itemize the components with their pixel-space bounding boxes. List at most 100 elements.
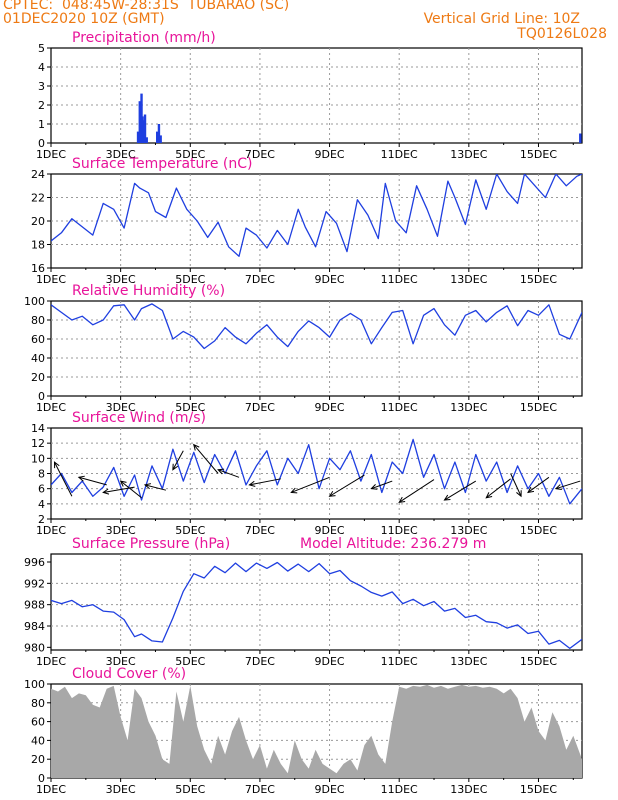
series-line bbox=[51, 303, 582, 350]
wind-vector bbox=[444, 480, 477, 501]
x-tick-label: 15DEC bbox=[520, 655, 557, 668]
y-tick-label: 80 bbox=[31, 314, 45, 327]
x-tick-label: 13DEC bbox=[450, 273, 487, 286]
wind-arrowhead bbox=[143, 483, 151, 490]
wind-vector bbox=[510, 473, 522, 497]
y-tick-label: 0 bbox=[38, 772, 45, 785]
panel-title: Surface Wind (m/s) bbox=[72, 410, 206, 426]
precipitation-panel: 0 1 2 3 4 5 1DEC 3DEC 5DEC 7DEC 9DEC 11DEC 13DEC 15DE… bbox=[36, 30, 583, 161]
precip-bar bbox=[141, 116, 144, 143]
x-tick-label: 15DEC bbox=[520, 783, 557, 796]
y-tick-label: 10 bbox=[31, 452, 45, 465]
x-tick-label: 9DEC bbox=[315, 524, 345, 537]
x-tick-label: 1DEC bbox=[36, 655, 66, 668]
x-tick-label: 5DEC bbox=[175, 524, 205, 537]
pressure-panel: 980 984 988 992 996 1DEC 3DEC 5DEC 7DEC 9DEC 11DEC… bbox=[24, 536, 583, 668]
wind-vector bbox=[120, 480, 142, 499]
wind-vector bbox=[172, 450, 184, 470]
x-tick-label: 13DEC bbox=[450, 148, 487, 161]
x-tick-label: 13DEC bbox=[450, 655, 487, 668]
x-tick-label: 5DEC bbox=[175, 783, 205, 796]
x-tick-label: 9DEC bbox=[315, 401, 345, 414]
wind-arrowhead bbox=[53, 461, 60, 469]
precip-bar bbox=[159, 135, 162, 143]
x-tick-label: 9DEC bbox=[315, 783, 345, 796]
y-tick-label: 100 bbox=[24, 678, 45, 691]
wind-vector bbox=[527, 476, 550, 493]
x-tick-label: 11DEC bbox=[381, 273, 418, 286]
y-tick-label: 24 bbox=[31, 168, 45, 181]
wind-vector bbox=[249, 478, 281, 486]
x-tick-label: 3DEC bbox=[106, 273, 136, 286]
x-tick-label: 9DEC bbox=[315, 148, 345, 161]
wind-vector bbox=[144, 484, 167, 491]
panel-title: Cloud Cover (%) bbox=[72, 666, 186, 682]
header-station: CPTEC: 048:45W-28:31S TUBARAO (SC) bbox=[3, 0, 290, 13]
wind-arrowhead bbox=[193, 443, 200, 451]
y-tick-label: 100 bbox=[24, 295, 45, 308]
x-tick-label: 1DEC bbox=[36, 273, 66, 286]
x-tick-label: 7DEC bbox=[245, 783, 275, 796]
y-tick-label: 988 bbox=[24, 599, 45, 612]
wind-vector bbox=[485, 478, 511, 499]
series-group bbox=[51, 174, 582, 257]
x-tick-label: 15DEC bbox=[520, 524, 557, 537]
precip-bar bbox=[138, 101, 141, 143]
x-tick-label: 3DEC bbox=[106, 524, 136, 537]
y-tick-label: 980 bbox=[24, 641, 45, 654]
cloud-cover-panel: 0 20 40 60 80 100 1DEC 3DEC 5DEC 7DEC 9DEC 11DEC 13D… bbox=[24, 666, 583, 796]
wind-arrowhead bbox=[527, 486, 535, 494]
wind-vector bbox=[329, 474, 365, 497]
y-tick-label: 12 bbox=[31, 437, 45, 450]
header-code: TQ0126L028 bbox=[517, 26, 607, 42]
series-group bbox=[136, 93, 582, 143]
header-date: 01DEC2020 10Z (GMT) bbox=[3, 11, 165, 27]
wind-arrowhead bbox=[370, 484, 378, 490]
y-tick-label: 3 bbox=[38, 80, 45, 93]
precip-bar bbox=[579, 133, 582, 143]
wind-vector bbox=[555, 480, 581, 490]
series-group bbox=[51, 438, 582, 505]
wind-vector bbox=[398, 479, 435, 503]
x-tick-label: 15DEC bbox=[520, 401, 557, 414]
series-line bbox=[51, 438, 582, 505]
x-tick-label: 7DEC bbox=[245, 401, 275, 414]
precip-bar bbox=[143, 114, 147, 143]
plot-frame bbox=[50, 47, 583, 144]
series-line bbox=[51, 561, 582, 650]
x-tick-label: 13DEC bbox=[450, 783, 487, 796]
y-tick-label: 0 bbox=[38, 137, 45, 150]
x-tick-label: 7DEC bbox=[245, 524, 275, 537]
wind-arrowhead bbox=[102, 488, 110, 495]
y-tick-label: 18 bbox=[31, 239, 45, 252]
y-tick-label: 4 bbox=[38, 498, 45, 511]
x-tick-label: 5DEC bbox=[175, 401, 205, 414]
humidity-panel: 0 20 40 60 80 100 1DEC 3DEC 5DEC 7DEC 9DEC 11DEC 13D… bbox=[24, 283, 583, 414]
x-tick-label: 11DEC bbox=[381, 524, 418, 537]
wind-vector bbox=[193, 444, 219, 474]
precip-bar bbox=[145, 137, 148, 143]
y-tick-label: 992 bbox=[24, 577, 45, 590]
x-tick-label: 9DEC bbox=[315, 655, 345, 668]
wind-vector bbox=[54, 461, 73, 497]
wind-arrowhead bbox=[443, 494, 451, 501]
wind-arrowhead bbox=[77, 475, 85, 482]
x-tick-label: 1DEC bbox=[36, 148, 66, 161]
x-tick-label: 13DEC bbox=[450, 401, 487, 414]
y-tick-label: 5 bbox=[38, 42, 45, 55]
wind-arrowhead bbox=[217, 468, 225, 475]
panel-title: Surface Pressure (hPa) bbox=[72, 536, 230, 552]
x-tick-label: 9DEC bbox=[315, 273, 345, 286]
x-tick-label: 5DEC bbox=[175, 655, 205, 668]
x-tick-label: 15DEC bbox=[520, 273, 557, 286]
x-tick-label: 7DEC bbox=[245, 273, 275, 286]
wind-vector bbox=[217, 469, 240, 478]
y-tick-label: 4 bbox=[38, 61, 45, 74]
precip-bar bbox=[156, 131, 159, 143]
cloud-cover-area bbox=[51, 684, 582, 778]
y-tick-label: 20 bbox=[31, 371, 45, 384]
precip-bar bbox=[136, 131, 140, 143]
y-tick-label: 2 bbox=[38, 99, 45, 112]
x-tick-label: 5DEC bbox=[175, 273, 205, 286]
y-tick-label: 40 bbox=[31, 352, 45, 365]
